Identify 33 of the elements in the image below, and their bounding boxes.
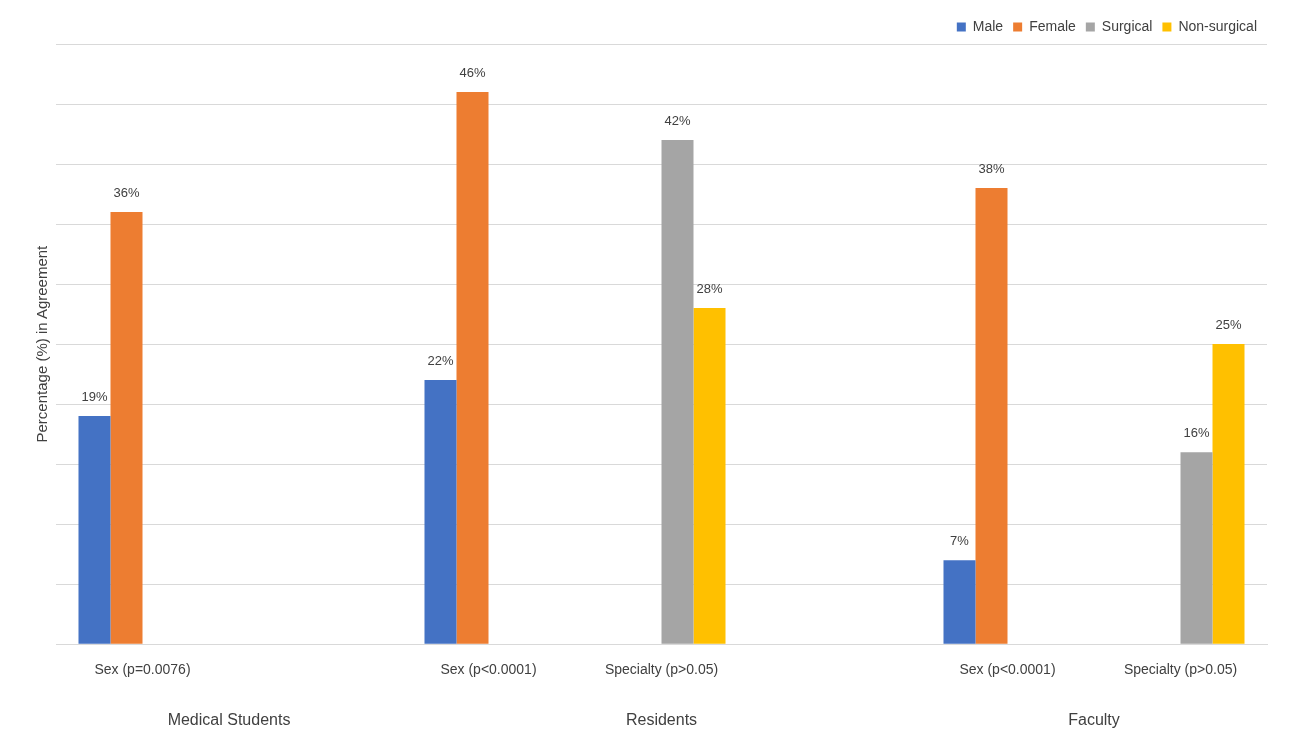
- data-label: 22%: [427, 353, 454, 369]
- x-tick-label: Specialty (p>0.05): [1123, 661, 1238, 678]
- data-label: 25%: [1215, 317, 1242, 333]
- y-axis-title: Percentage (%) in Agreement: [33, 244, 51, 443]
- bar: [78, 416, 111, 644]
- data-label: 36%: [113, 185, 140, 201]
- data-label: 7%: [950, 533, 970, 549]
- bar: [456, 92, 489, 644]
- data-label: 46%: [459, 65, 486, 81]
- x-tick-label: Sex (p=0.0076): [94, 661, 191, 678]
- bar: [975, 188, 1008, 644]
- text: Residents: [625, 710, 698, 728]
- bar: [1180, 452, 1213, 644]
- x-tick-label: Sex (p<0.0001): [440, 661, 537, 678]
- bar: [110, 212, 143, 644]
- bar: [943, 560, 976, 644]
- data-label: 19%: [81, 389, 108, 405]
- x-tick-label: Sex (p<0.0001): [959, 661, 1056, 678]
- legend-label: Male: [972, 17, 1004, 34]
- data-label: 16%: [1183, 425, 1210, 441]
- bar: [693, 308, 726, 644]
- data-label: 42%: [664, 113, 691, 129]
- bar: [1212, 344, 1245, 644]
- legend-label: Female: [1029, 17, 1077, 34]
- bar: [661, 140, 694, 644]
- x-tick-label: Specialty (p>0.05): [604, 661, 719, 678]
- data-label: 28%: [696, 281, 723, 297]
- bar: [424, 380, 457, 644]
- text: Faculty: [1068, 710, 1120, 728]
- legend-label: Non-surgical: [1178, 17, 1258, 34]
- data-label: 38%: [978, 161, 1005, 177]
- text: Medical Students: [167, 710, 291, 728]
- legend-label: Surgical: [1101, 17, 1153, 34]
